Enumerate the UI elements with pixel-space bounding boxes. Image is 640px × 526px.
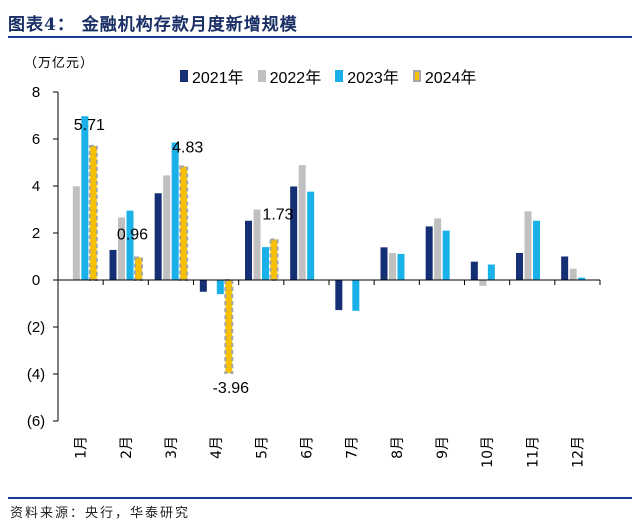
bar-2021-8 <box>380 247 388 280</box>
data-label: 0.96 <box>117 226 148 243</box>
bar-2022-3 <box>163 175 171 280</box>
bar-2021-11 <box>516 252 523 280</box>
bar-2021-9 <box>425 226 433 280</box>
bar-2023-7 <box>352 280 360 311</box>
bar-2023-11 <box>533 220 540 280</box>
bar-2022-9 <box>434 218 442 280</box>
legend-item-2021: 2021年 <box>180 64 244 88</box>
legend-label-2024: 2024年 <box>424 70 477 87</box>
x-tick-label: 1月 <box>74 436 90 459</box>
legend-item-2022: 2022年 <box>257 64 322 88</box>
legend-item-2024: 2024年 <box>412 64 477 88</box>
bar-2023-9 <box>442 230 450 280</box>
y-tick-label: 4 <box>32 178 40 195</box>
bar-2022-2 <box>118 217 125 280</box>
bar-2023-4 <box>216 280 224 295</box>
x-tick-label: 4月 <box>209 436 225 459</box>
bar-2024-2 <box>134 256 143 282</box>
data-label: 1.73 <box>262 206 293 223</box>
bar-2021-7 <box>335 280 343 311</box>
data-label: 5.71 <box>74 117 105 134</box>
bar-2024-5 <box>269 238 279 281</box>
bar-2023-10 <box>487 264 495 280</box>
bar-2023-2 <box>126 210 134 280</box>
y-tick-label: 8 <box>32 84 40 101</box>
bar-2024-1 <box>88 144 98 281</box>
x-tick-label: 3月 <box>164 436 180 459</box>
title-rule <box>8 36 632 38</box>
bar-2022-12 <box>569 268 577 280</box>
bar-2023-1 <box>81 116 89 280</box>
legend-label-2022: 2022年 <box>269 70 322 87</box>
chart-title: 图表4： 金融机构存款月度新增规模 <box>8 15 298 35</box>
x-tick-label: 12月 <box>570 436 586 468</box>
bar-2023-6 <box>307 191 315 280</box>
legend-item-2023: 2023年 <box>335 64 399 88</box>
y-tick-label: (4) <box>27 366 45 383</box>
bar-2022-6 <box>298 165 306 280</box>
data-label: -3.96 <box>213 380 250 397</box>
bar-2023-3 <box>171 142 179 280</box>
legend-swatch-2023 <box>335 70 344 82</box>
data-label: 4.83 <box>172 139 203 156</box>
bar-2023-12 <box>578 277 586 280</box>
bar-2021-10 <box>470 261 478 280</box>
legend-label-2021: 2021年 <box>192 70 244 87</box>
bar-2022-8 <box>389 252 396 280</box>
bar-2022-10 <box>479 280 487 286</box>
y-tick-label: 0 <box>32 272 40 289</box>
title-bar: 图表4： 金融机构存款月度新增规模 <box>8 2 632 38</box>
legend-label-2023: 2023年 <box>347 70 399 87</box>
y-tick-label: (6) <box>27 413 45 430</box>
x-tick-label: 9月 <box>435 436 451 459</box>
legend: 2021年 2022年 2023年 2024年 <box>180 64 476 88</box>
y-tick-label: 2 <box>32 225 40 242</box>
y-tick-label: (2) <box>27 319 45 336</box>
bar-2024-3 <box>179 165 189 281</box>
legend-swatch-2022 <box>257 70 266 82</box>
bar-2022-1 <box>72 186 80 280</box>
bar-2021-6 <box>290 186 298 280</box>
bar-2022-5 <box>253 209 261 280</box>
bar-2024-4 <box>224 279 234 375</box>
x-tick-label: 8月 <box>390 436 406 459</box>
x-tick-label: 6月 <box>299 436 315 459</box>
bar-2023-8 <box>397 253 405 280</box>
unit-label: （万亿元） <box>24 56 95 71</box>
footer-rule <box>8 497 632 499</box>
x-tick-label: 10月 <box>480 436 496 468</box>
bar-2022-11 <box>524 211 532 280</box>
legend-swatch-2024 <box>412 70 421 82</box>
bar-2021-4 <box>199 280 207 292</box>
x-tick-label: 2月 <box>119 436 135 459</box>
bar-2021-5 <box>245 220 252 280</box>
bar-2021-3 <box>154 193 162 280</box>
source-note: 资料来源：央行，华泰研究 <box>10 506 191 521</box>
legend-swatch-2021 <box>180 70 188 82</box>
x-tick-label: 7月 <box>345 436 361 459</box>
bar-2021-2 <box>109 249 117 280</box>
bar-2021-12 <box>561 256 569 280</box>
bar-2023-5 <box>262 247 269 280</box>
x-tick-label: 5月 <box>254 436 270 459</box>
y-tick-label: 6 <box>32 131 40 148</box>
x-tick-label: 11月 <box>525 436 541 468</box>
